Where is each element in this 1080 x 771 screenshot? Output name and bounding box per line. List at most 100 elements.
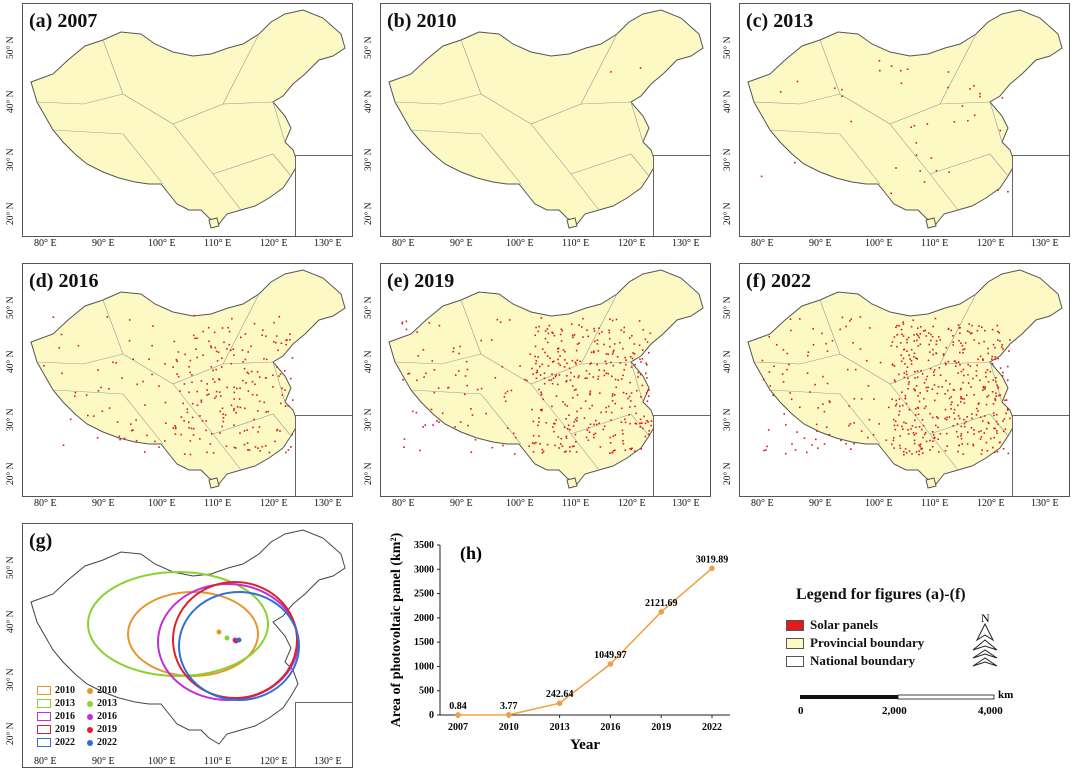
ellipse-legend-row: 2022 2022: [37, 736, 117, 749]
solar-panel-dot: [528, 445, 530, 447]
solar-panel-dot: [895, 167, 897, 169]
solar-panel-dot: [221, 425, 223, 428]
solar-panel-dot: [235, 447, 237, 449]
solar-panel-dot: [573, 421, 576, 423]
solar-panel-dot: [960, 401, 962, 403]
solar-panel-dot: [985, 403, 988, 406]
inset-map: [653, 155, 710, 236]
solar-panel-dot: [278, 315, 281, 318]
solar-panel-dot: [964, 342, 967, 344]
solar-panel-dot: [901, 425, 903, 428]
solar-panel-dot: [634, 363, 636, 366]
solar-panel-dot: [605, 411, 607, 413]
g-lon-label: 100° E: [148, 756, 176, 767]
solar-panel-dot: [868, 418, 871, 421]
solar-panel-dot: [152, 325, 154, 327]
solar-panel-dot: [900, 342, 902, 344]
solar-panel-dot: [976, 364, 978, 367]
solar-panel-dot: [1003, 418, 1006, 420]
solar-panel-dot: [553, 422, 555, 425]
solar-panel-dot: [786, 352, 789, 355]
solar-panel-dot: [982, 386, 985, 388]
solar-panel-dot: [632, 352, 634, 354]
solar-panel-dot: [586, 329, 588, 331]
solar-panel-dot: [268, 451, 271, 454]
solar-panel-dot: [932, 440, 934, 442]
solar-panel-dot: [963, 418, 965, 421]
solar-panel-dot: [284, 389, 286, 391]
solar-panel-dot: [612, 450, 615, 452]
panel-lon-label: 80° E: [751, 238, 774, 249]
solar-panel-dot: [130, 429, 133, 432]
solar-panel-dot: [987, 352, 989, 355]
centroid-year: 2022: [97, 737, 117, 748]
solar-panel-dot: [933, 437, 935, 439]
solar-panel-dot: [405, 320, 408, 323]
data-label: 3.77: [500, 701, 518, 712]
solar-panel-dot: [582, 336, 584, 338]
solar-panel-dot: [972, 443, 974, 446]
solar-panel-dot: [572, 336, 574, 339]
solar-panel-dot: [995, 392, 997, 395]
solar-panel-dot: [189, 453, 192, 456]
solar-panel-dot: [419, 449, 421, 452]
solar-panel-dot: [610, 361, 612, 364]
solar-panel-dot: [247, 390, 250, 392]
solar-panel-dot: [279, 373, 282, 375]
solar-panel-dot: [991, 362, 994, 365]
solar-panel-dot: [284, 370, 286, 372]
solar-panel-dot: [1005, 412, 1007, 415]
solar-panel-dot: [993, 414, 995, 417]
solar-panel-dot: [512, 432, 515, 435]
solar-panel-dot: [624, 418, 626, 421]
solar-panel-dot: [214, 397, 216, 399]
solar-panel-dot: [932, 348, 934, 351]
solar-panel-dot: [196, 356, 198, 359]
solar-panel-dot: [613, 394, 616, 396]
solar-panel-dot: [430, 408, 433, 411]
solar-panel-dot: [901, 333, 903, 336]
solar-panel-dot: [535, 326, 537, 329]
solar-panel-dot: [184, 353, 186, 356]
solar-panel-dot: [597, 375, 600, 378]
solar-panel-dot: [624, 449, 627, 451]
solar-panel-dot: [1003, 430, 1005, 433]
solar-panel-dot: [233, 409, 235, 412]
panel-lon-label: 80° E: [751, 498, 774, 509]
solar-panel-dot: [502, 444, 504, 447]
solar-panel-dot: [605, 353, 608, 355]
solar-panel-dot: [961, 105, 964, 107]
solar-panel-dot: [629, 406, 631, 408]
solar-panel-dot: [97, 390, 100, 392]
solar-panel-dot: [640, 396, 642, 398]
solar-panel-dot: [415, 411, 418, 414]
solar-panel-dot: [552, 426, 554, 428]
solar-panel-dot: [275, 341, 277, 344]
solar-panel-dot: [210, 433, 213, 435]
solar-panel-dot: [599, 446, 602, 448]
solar-panel-dot: [553, 360, 555, 363]
ellipse-year: 2010: [55, 685, 75, 696]
solar-panel-dot: [540, 409, 543, 412]
solar-panel-dot: [224, 414, 227, 416]
solar-panel-dot: [625, 363, 627, 366]
solar-panel-dot: [945, 379, 947, 382]
solar-panel-dot: [164, 440, 166, 442]
solar-panel-dot: [995, 395, 998, 397]
solar-panel-dot: [576, 417, 578, 419]
solar-panel-dot: [213, 381, 216, 383]
solar-panel-dot: [906, 68, 909, 70]
solar-panel-dot: [937, 417, 939, 419]
solar-panel-dot: [918, 444, 920, 446]
solar-panel-dot: [956, 423, 959, 425]
solar-panel-dot: [587, 335, 589, 338]
solar-panel-dot: [609, 436, 611, 439]
data-point: [506, 712, 512, 718]
solar-panel-dot: [994, 358, 997, 361]
solar-panel-dot: [208, 393, 210, 396]
ellipses-g: [87, 571, 300, 701]
solar-panel-dot: [935, 424, 937, 427]
solar-panel-dot: [119, 438, 121, 441]
legend-label: Solar panels: [810, 617, 879, 632]
solar-panel-dot: [815, 423, 818, 426]
